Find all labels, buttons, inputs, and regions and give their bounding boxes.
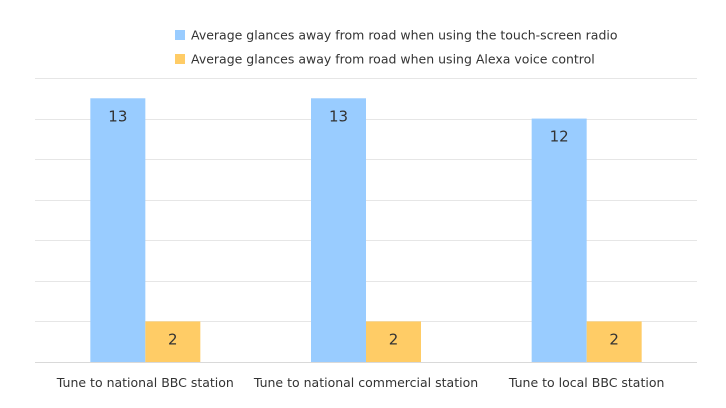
legend-label: Average glances away from road when usin… bbox=[191, 52, 595, 67]
bar bbox=[90, 98, 145, 362]
bar bbox=[311, 98, 366, 362]
bar bbox=[532, 119, 587, 362]
legend-label: Average glances away from road when usin… bbox=[191, 28, 618, 43]
legend: Average glances away from road when usin… bbox=[175, 28, 618, 67]
x-tick-label: Tune to local BBC station bbox=[508, 375, 665, 390]
x-tick-label: Tune to national BBC station bbox=[56, 375, 234, 390]
data-label: 13 bbox=[108, 107, 127, 125]
legend-swatch bbox=[175, 54, 185, 64]
legend-swatch bbox=[175, 30, 185, 40]
data-label: 2 bbox=[609, 330, 619, 348]
data-label: 2 bbox=[168, 330, 178, 348]
data-label: 13 bbox=[329, 107, 348, 125]
x-tick-label: Tune to national commercial station bbox=[253, 375, 478, 390]
data-label: 12 bbox=[550, 128, 569, 146]
data-label: 2 bbox=[389, 330, 399, 348]
x-axis-tick-labels: Tune to national BBC station Tune to nati… bbox=[56, 375, 665, 390]
